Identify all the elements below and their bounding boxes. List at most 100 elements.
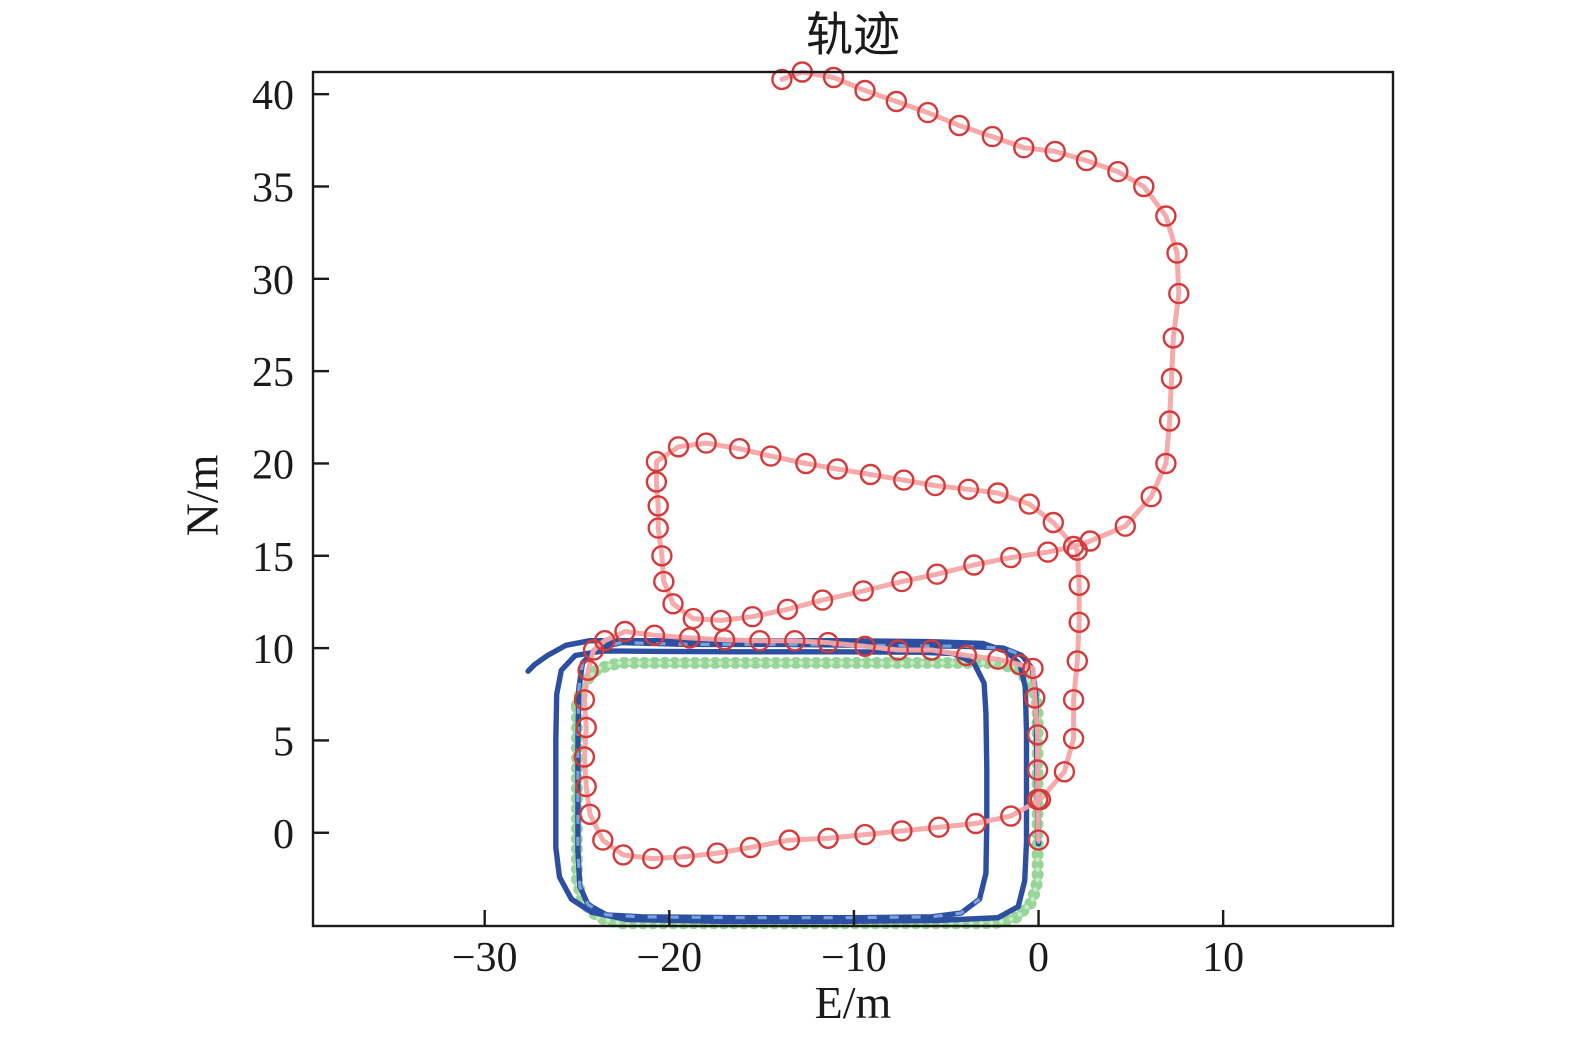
circle-marker-icon	[710, 609, 732, 632]
circle-marker-icon	[948, 114, 970, 137]
axes-frame	[311, 70, 1395, 928]
x-tick-label: −30	[452, 935, 518, 981]
circle-marker-icon	[1000, 805, 1022, 827]
circle-marker-icon	[1009, 654, 1031, 676]
circle-marker-icon	[817, 631, 839, 654]
circle-marker-icon	[981, 125, 1004, 148]
circle-marker-icon	[614, 620, 636, 643]
circle-marker-icon	[728, 438, 751, 460]
circle-marker-icon	[1042, 511, 1065, 534]
circle-marker-icon	[795, 452, 817, 475]
circle-marker-icon	[1018, 493, 1041, 515]
x-axis-label: E/m	[814, 977, 892, 1028]
circle-marker-icon	[817, 827, 839, 849]
circle-marker-icon	[662, 593, 684, 615]
circle-marker-icon	[887, 639, 909, 661]
circle-marker-icon	[651, 545, 673, 567]
circle-marker-icon	[1044, 140, 1066, 163]
circle-marker-icon	[885, 90, 908, 113]
circle-marker-icon	[1155, 205, 1177, 227]
circle-marker-icon	[924, 474, 946, 497]
circle-marker-icon	[1000, 546, 1022, 569]
circle-marker-icon	[760, 445, 782, 467]
circle-marker-icon	[1079, 530, 1101, 552]
circle-marker-icon	[1062, 727, 1085, 750]
y-tick-label: 25	[252, 350, 294, 396]
circle-marker-icon	[1029, 788, 1052, 811]
circle-marker-icon	[673, 846, 695, 868]
estimated-line	[525, 638, 1042, 925]
circle-marker-icon	[653, 570, 675, 593]
y-axis-label-wrap: N/m	[142, 435, 262, 555]
circle-marker-icon	[955, 644, 978, 667]
series-ground-truth-track	[571, 656, 1044, 930]
circle-marker-icon	[854, 79, 876, 102]
circle-marker-icon	[645, 450, 668, 473]
circle-marker-icon	[579, 803, 601, 825]
estimated-dashed-line	[576, 641, 1041, 920]
circle-marker-icon	[859, 463, 882, 486]
circle-marker-icon	[1166, 242, 1188, 264]
series-estimated-track-dashed-overlay	[576, 641, 1041, 920]
circle-marker-icon	[645, 471, 668, 493]
circle-marker-icon	[739, 836, 762, 859]
circle-marker-icon	[749, 630, 771, 652]
circle-marker-icon	[1037, 541, 1059, 563]
circle-marker-icon	[575, 775, 597, 798]
circle-marker-icon	[965, 812, 987, 835]
circle-marker-icon	[1114, 515, 1137, 537]
circle-marker-icon	[893, 469, 915, 491]
circle-marker-icon	[643, 624, 666, 646]
circle-marker-icon	[1158, 410, 1181, 432]
circle-marker-icon	[1107, 160, 1129, 183]
x-tick-label: 10	[1202, 935, 1244, 981]
circle-marker-icon	[1027, 829, 1050, 851]
y-tick-label: 40	[252, 73, 294, 119]
x-tick-label: −10	[821, 935, 887, 981]
circle-marker-icon	[1068, 611, 1090, 633]
circle-marker-icon	[928, 816, 950, 838]
circle-marker-icon	[1068, 574, 1090, 596]
x-ticks: −30 −20 −10 0 10	[452, 910, 1244, 981]
circle-marker-icon	[822, 66, 845, 89]
circle-marker-icon	[811, 589, 834, 611]
circle-marker-icon	[963, 554, 985, 576]
circle-marker-icon	[1024, 687, 1046, 709]
circle-marker-icon	[647, 517, 669, 539]
circle-marker-icon	[1168, 282, 1190, 305]
circle-marker-icon	[1066, 650, 1089, 672]
series-estimated-track	[525, 638, 1042, 925]
circle-marker-icon	[575, 716, 597, 739]
y-ticks: 0 5 10 15 20 25 30 35 40	[252, 73, 329, 858]
circle-marker-icon	[891, 820, 913, 842]
circle-marker-icon	[1133, 175, 1155, 198]
circle-marker-icon	[582, 639, 605, 661]
ground-truth-dots-inner	[574, 660, 1040, 926]
series-drifted-track	[573, 61, 1190, 870]
circle-marker-icon	[987, 648, 1009, 670]
circle-marker-icon	[1062, 689, 1085, 711]
circle-marker-icon	[706, 842, 728, 864]
circle-marker-icon	[577, 659, 599, 681]
x-tick-label: −20	[636, 935, 702, 981]
circle-marker-icon	[573, 689, 596, 711]
circle-marker-icon	[920, 639, 943, 661]
circle-marker-icon	[778, 829, 800, 851]
y-axis-label: N/m	[176, 454, 228, 536]
circle-marker-icon	[784, 630, 806, 652]
circle-marker-icon	[926, 563, 948, 585]
circle-marker-icon	[642, 847, 664, 870]
y-tick-label: 5	[273, 719, 294, 765]
circle-marker-icon	[1053, 761, 1076, 783]
circle-marker-icon	[612, 844, 634, 866]
circle-marker-icon	[854, 635, 876, 657]
circle-marker-icon	[592, 829, 614, 851]
circle-marker-icon	[573, 746, 596, 768]
circle-marker-icon	[776, 598, 799, 620]
chart-title: 轨迹	[806, 10, 900, 62]
circle-marker-icon	[957, 478, 980, 500]
circle-marker-icon	[1022, 657, 1044, 680]
circle-marker-icon	[1160, 367, 1183, 390]
